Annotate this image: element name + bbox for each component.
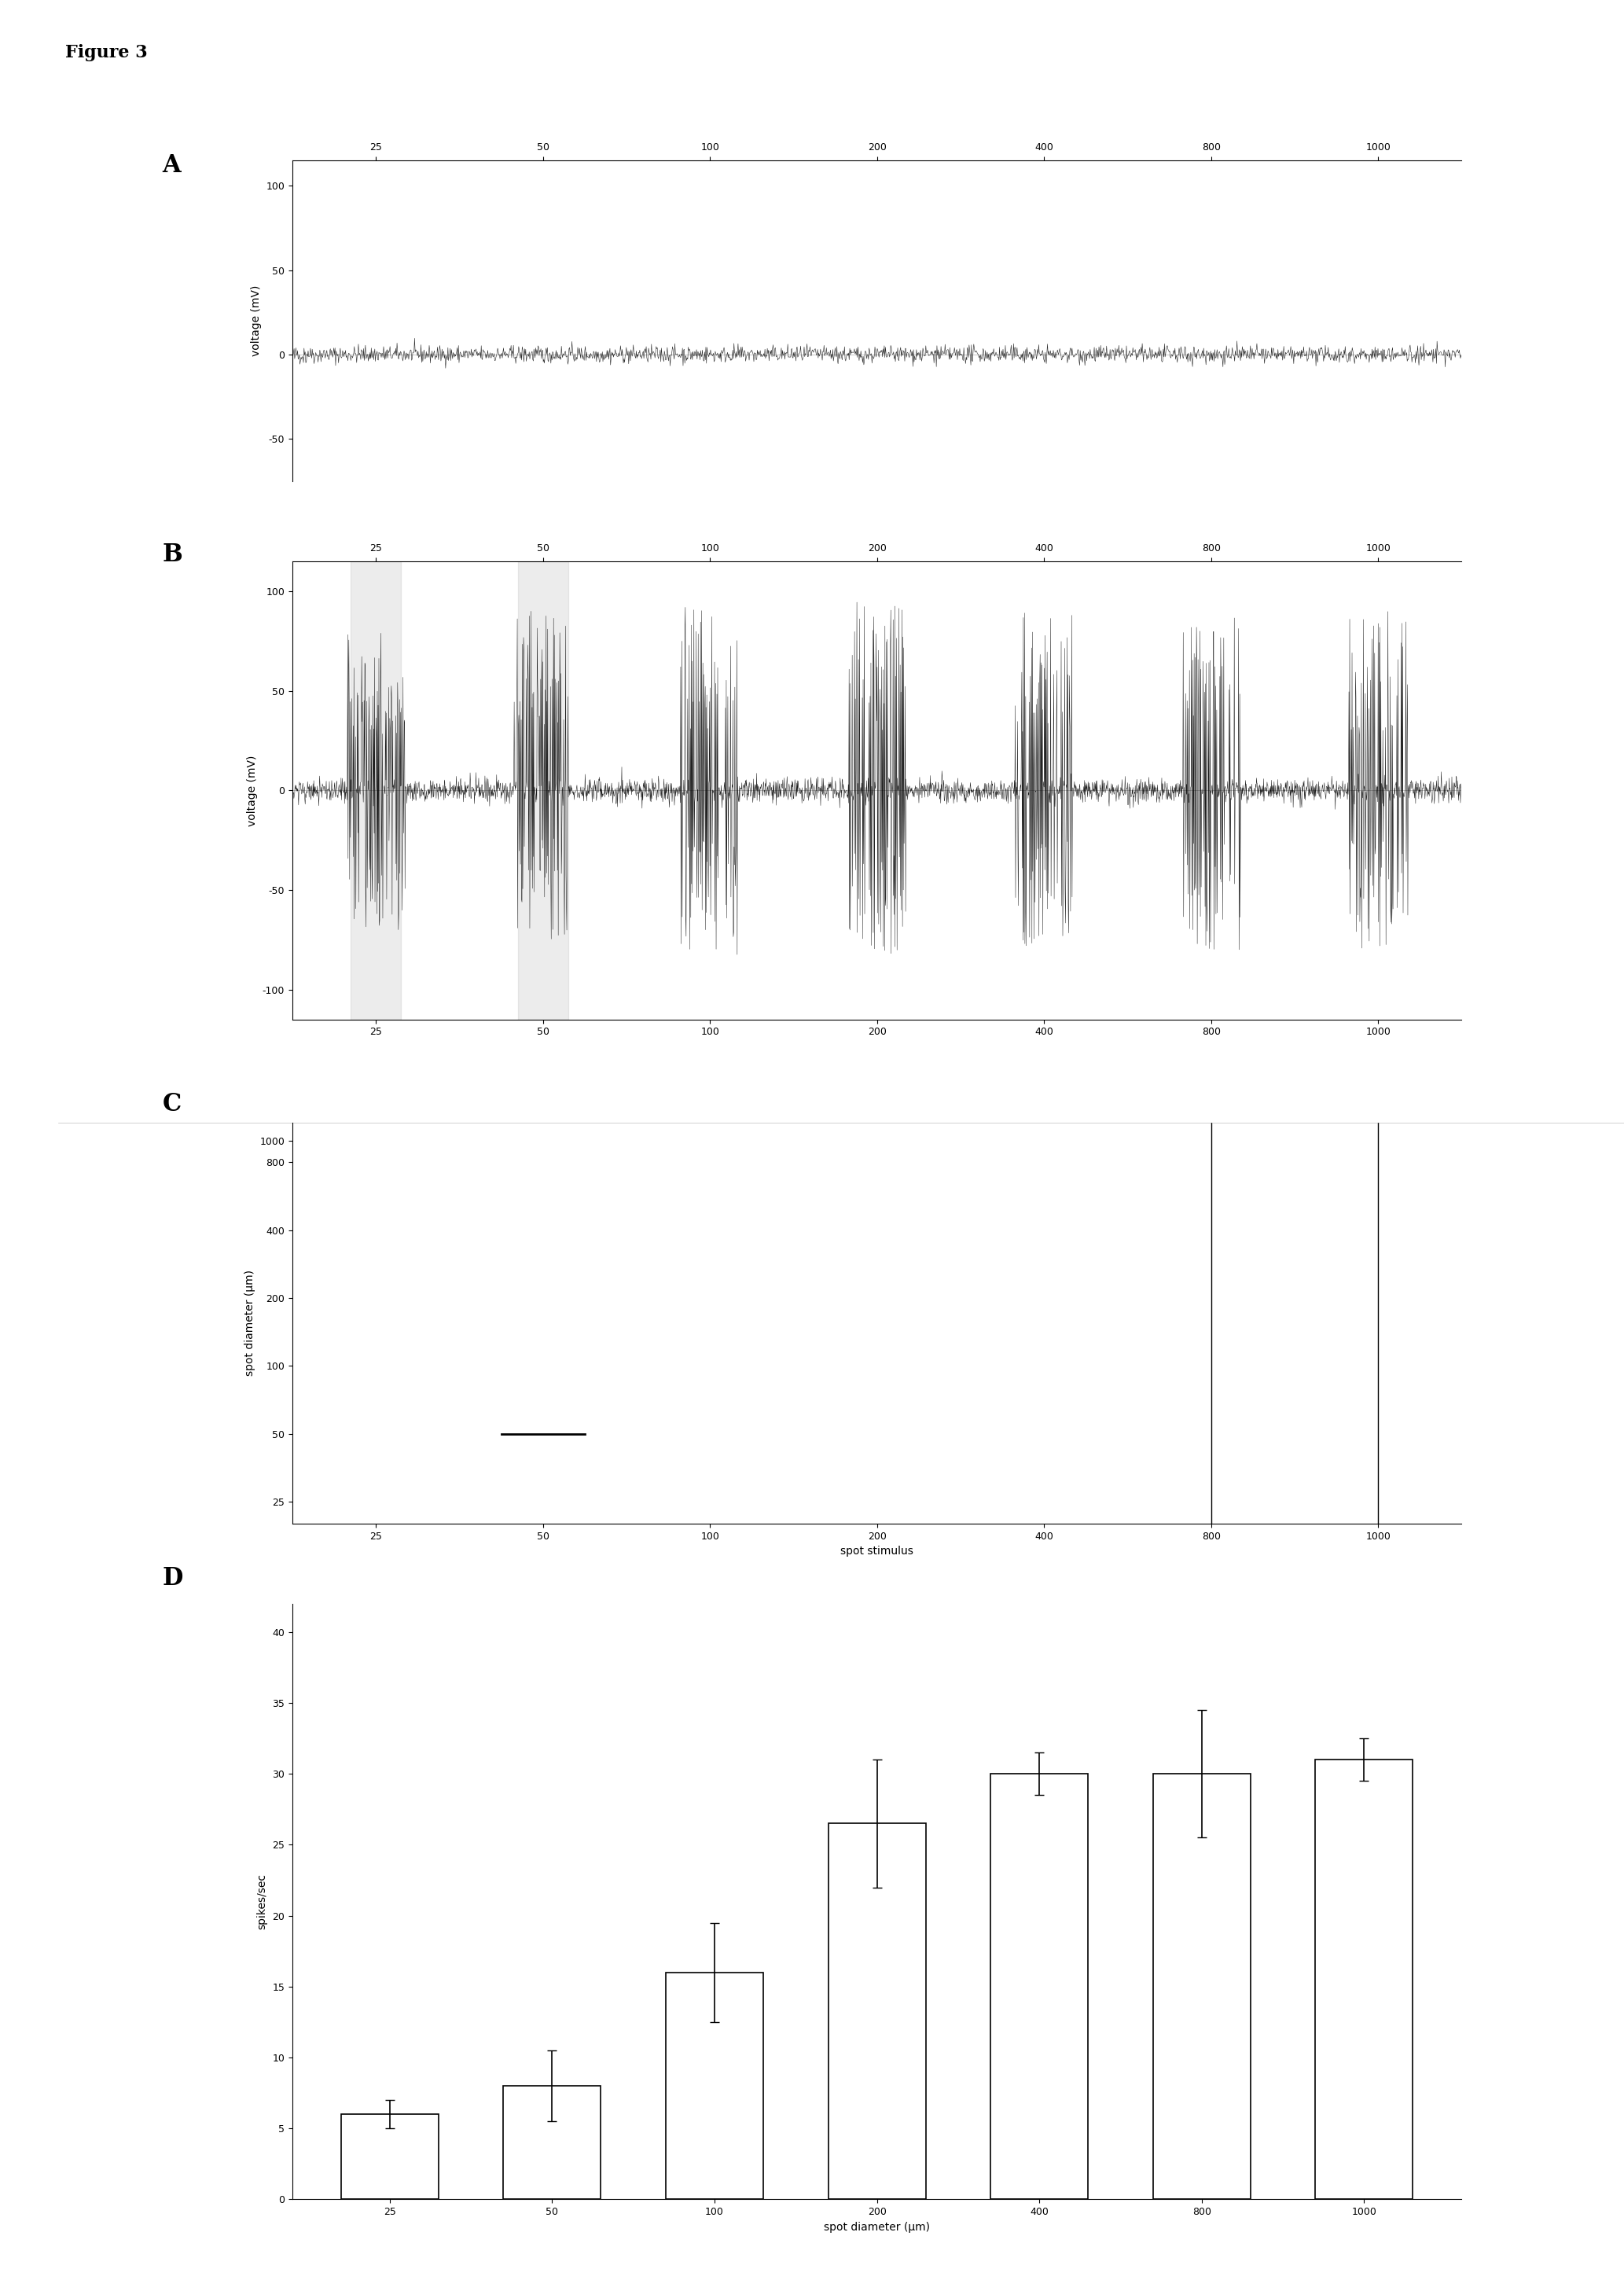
Bar: [518, 561, 568, 1019]
Text: D: D: [162, 1567, 184, 1590]
Bar: [1315, 1759, 1413, 2199]
Y-axis label: spot diameter (μm): spot diameter (μm): [244, 1269, 255, 1377]
Text: A: A: [162, 153, 180, 176]
Text: Figure 3: Figure 3: [65, 44, 148, 62]
Text: C: C: [162, 1093, 182, 1116]
Bar: [828, 1824, 926, 2199]
Bar: [341, 2115, 438, 2199]
Bar: [1153, 1773, 1250, 2199]
Text: B: B: [162, 543, 182, 566]
Y-axis label: spikes/sec: spikes/sec: [257, 1874, 268, 1929]
X-axis label: spot stimulus: spot stimulus: [841, 1546, 913, 1558]
Y-axis label: voltage (mV): voltage (mV): [247, 754, 258, 827]
Bar: [351, 561, 401, 1019]
X-axis label: spot diameter (μm): spot diameter (μm): [823, 2222, 931, 2234]
Bar: [503, 2085, 601, 2199]
Bar: [991, 1773, 1088, 2199]
Y-axis label: voltage (mV): voltage (mV): [250, 284, 261, 357]
Bar: [666, 1973, 763, 2199]
